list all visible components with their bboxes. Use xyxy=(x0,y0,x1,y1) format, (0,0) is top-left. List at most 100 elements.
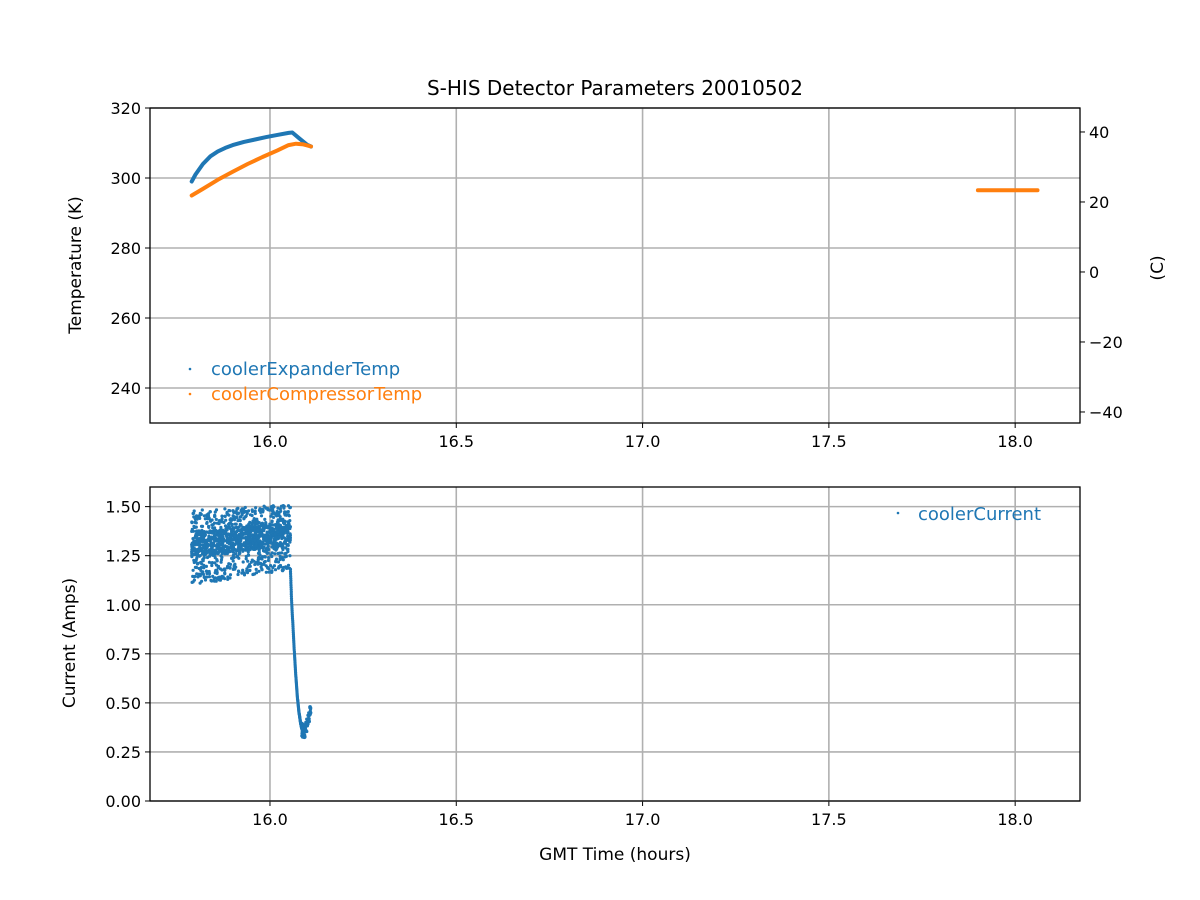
current-point xyxy=(286,543,290,548)
legend-label-expander: coolerExpanderTemp xyxy=(211,359,400,380)
current-point xyxy=(244,529,249,533)
current-point xyxy=(270,551,274,555)
current-point xyxy=(289,590,293,594)
current-point xyxy=(238,518,242,523)
current-point xyxy=(288,538,292,542)
current-point xyxy=(220,574,224,579)
current-point xyxy=(253,538,257,543)
current-point xyxy=(275,527,279,531)
current-point xyxy=(251,547,256,552)
current-point xyxy=(195,554,200,558)
current-point xyxy=(253,532,257,536)
current-point xyxy=(288,554,292,558)
current-point xyxy=(273,568,278,572)
current-point xyxy=(269,541,273,545)
bottom-x-axis-label: GMT Time (hours) xyxy=(539,845,691,865)
current-point xyxy=(225,528,229,532)
current-point xyxy=(192,552,196,557)
current-point xyxy=(279,509,283,513)
current-point xyxy=(200,547,204,551)
current-point xyxy=(281,565,286,570)
current-point xyxy=(250,513,254,518)
current-point xyxy=(281,569,285,573)
y-tick-label: 280 xyxy=(110,239,141,258)
current-point xyxy=(248,543,252,547)
current-point xyxy=(197,549,201,553)
current-point xyxy=(220,568,224,572)
current-point xyxy=(255,519,259,524)
current-point xyxy=(192,509,196,513)
current-point xyxy=(275,524,279,528)
current-point xyxy=(224,518,228,522)
right-y-tick-label: −20 xyxy=(1089,333,1123,352)
current-point xyxy=(201,549,205,553)
current-point xyxy=(281,544,285,549)
current-point xyxy=(264,521,268,525)
current-point xyxy=(203,578,208,582)
current-point xyxy=(223,577,227,581)
current-point xyxy=(288,536,292,540)
current-point xyxy=(198,533,202,537)
current-point xyxy=(238,522,242,526)
current-point xyxy=(257,556,261,560)
current-point xyxy=(232,565,236,569)
current-point xyxy=(284,523,288,528)
top-y-axis-label: Temperature (K) xyxy=(66,196,86,335)
x-tick-label: 17.5 xyxy=(811,810,847,829)
current-point xyxy=(251,519,255,523)
current-point xyxy=(212,536,216,540)
current-point xyxy=(208,551,212,555)
current-point xyxy=(251,572,255,577)
current-point xyxy=(221,546,225,550)
y-tick-label: 0.25 xyxy=(105,743,141,762)
current-point xyxy=(206,542,210,547)
current-point xyxy=(206,517,210,521)
current-point xyxy=(237,525,241,529)
current-point xyxy=(216,551,220,555)
current-point xyxy=(243,509,248,514)
current-point xyxy=(270,545,274,549)
current-point xyxy=(284,513,289,517)
current-point xyxy=(228,565,232,570)
current-point xyxy=(309,706,313,710)
current-point xyxy=(199,572,203,576)
series-coolerCompressorTemp xyxy=(189,141,1040,198)
current-point xyxy=(216,576,220,580)
current-point xyxy=(254,567,258,572)
y-tick-label: 1.25 xyxy=(105,547,141,566)
current-point xyxy=(268,531,272,535)
current-point xyxy=(237,532,241,536)
current-point xyxy=(210,579,214,583)
current-point xyxy=(269,514,273,518)
current-point xyxy=(202,552,206,556)
current-point xyxy=(200,508,204,512)
current-point xyxy=(257,550,261,554)
current-point xyxy=(236,572,240,577)
current-point xyxy=(228,573,233,577)
current-point xyxy=(190,521,194,525)
current-point xyxy=(230,531,234,535)
current-point xyxy=(245,567,249,571)
legend-label-current: coolerCurrent xyxy=(918,504,1041,525)
x-tick-label: 17.0 xyxy=(625,432,661,451)
current-point xyxy=(278,523,282,528)
bottom-plot-frame xyxy=(149,486,1081,802)
current-point xyxy=(225,510,229,514)
current-point xyxy=(202,575,206,579)
current-point xyxy=(259,561,263,566)
current-point xyxy=(307,717,311,721)
current-point xyxy=(202,566,206,570)
current-point xyxy=(276,506,280,510)
current-point xyxy=(242,543,246,547)
current-point xyxy=(206,538,210,543)
current-point xyxy=(267,556,271,560)
current-point xyxy=(220,535,224,539)
current-point xyxy=(225,548,229,552)
current-point xyxy=(214,508,219,512)
current-point xyxy=(234,525,238,530)
current-point xyxy=(251,541,255,545)
current-point xyxy=(225,533,229,537)
current-point xyxy=(256,528,260,532)
current-point xyxy=(242,517,246,521)
current-point xyxy=(283,555,287,559)
